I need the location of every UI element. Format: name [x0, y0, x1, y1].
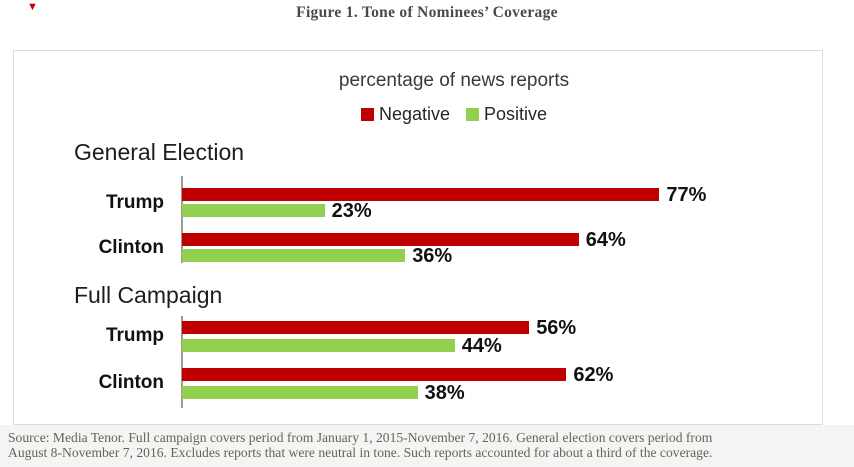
candidate-row-trump: Trump 56% 44% — [14, 316, 822, 357]
bar-group: 64% 36% — [182, 228, 626, 267]
positive-value-label: 38% — [424, 381, 465, 404]
negative-bar — [182, 233, 579, 246]
axis-line — [181, 176, 183, 263]
candidate-row-clinton: Clinton 62% 38% — [14, 363, 822, 404]
chart-legend: Negative Positive — [84, 102, 824, 126]
positive-bar — [182, 204, 325, 217]
legend-item-negative: Negative — [360, 103, 450, 125]
positive-value-label: 36% — [412, 244, 453, 267]
bar-group: 77% 23% — [182, 183, 707, 222]
positive-bar — [182, 249, 406, 262]
figure-title: Figure 1. Tone of Nominees’ Coverage — [296, 4, 558, 21]
bar-group: 56% 44% — [182, 316, 577, 357]
section-heading: Full Campaign — [74, 282, 223, 308]
red-corner-mark: ▼ — [27, 1, 38, 13]
section-heading: General Election — [74, 139, 245, 165]
axis-line — [181, 316, 183, 408]
negative-swatch-icon — [360, 107, 374, 121]
negative-bar — [182, 368, 567, 381]
source-note: Source: Media Tenor. Full campaign cover… — [0, 425, 854, 467]
source-note-line-2: August 8-November 7, 2016. Excludes repo… — [8, 445, 713, 460]
negative-bar — [182, 321, 530, 334]
positive-bar — [182, 386, 418, 399]
positive-swatch-icon — [466, 107, 479, 121]
legend-item-positive: Positive — [466, 104, 547, 125]
candidate-label: Clinton — [98, 237, 164, 258]
candidate-label: Clinton — [98, 372, 164, 393]
candidate-row-clinton: Clinton 64% 36% — [14, 228, 822, 267]
candidate-label: Trump — [105, 192, 164, 213]
chart-panel: percentage of news reports Negative Posit… — [13, 50, 823, 425]
candidate-label: Trump — [105, 325, 164, 346]
negative-value-label: 64% — [585, 228, 626, 251]
negative-value-label: 77% — [666, 183, 707, 206]
source-note-line-1: Source: Media Tenor. Full campaign cover… — [8, 430, 713, 445]
positive-value-label: 44% — [461, 334, 502, 357]
negative-value-label: 62% — [573, 363, 614, 386]
positive-bar — [182, 339, 455, 352]
section-full-campaign: Full Campaign Trump 56% 44% Clinton 62% 38% — [14, 51, 822, 424]
negative-bar — [182, 188, 660, 201]
positive-value-label: 23% — [331, 199, 372, 222]
candidate-row-trump: Trump 77% 23% — [14, 183, 822, 222]
legend-label: Positive — [484, 103, 548, 124]
section-general-election: General Election Trump 77% 23% Clinton 64% 36… — [14, 51, 822, 424]
legend-label: Negative — [378, 103, 450, 124]
chart-subtitle: percentage of news reports — [338, 70, 570, 91]
bar-group: 62% 38% — [182, 363, 614, 404]
negative-value-label: 56% — [536, 316, 577, 339]
